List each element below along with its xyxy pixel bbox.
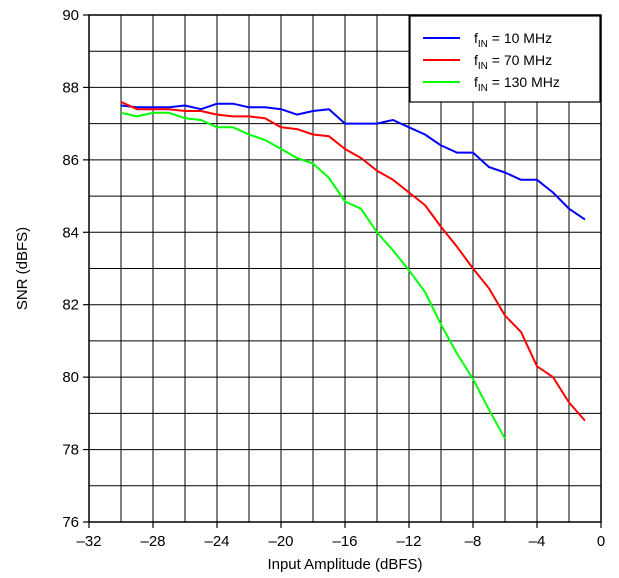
x-tick-label: –4 bbox=[529, 533, 546, 550]
y-tick-label: 86 bbox=[62, 152, 79, 169]
y-axis-title: SNR (dBFS) bbox=[14, 227, 31, 310]
y-tick-label: 78 bbox=[62, 442, 79, 459]
x-tick-label: –12 bbox=[396, 533, 421, 550]
y-tick-label: 88 bbox=[62, 79, 79, 96]
axis-ticks bbox=[83, 14, 602, 528]
x-tick-label: –20 bbox=[268, 533, 293, 550]
x-tick-label: –32 bbox=[76, 533, 101, 550]
legend-label-1: fIN = 70 MHz bbox=[474, 52, 552, 72]
grid bbox=[89, 15, 601, 522]
legend-label-2: fIN = 130 MHz bbox=[474, 74, 560, 94]
legend-label-0: fIN = 10 MHz bbox=[474, 30, 552, 50]
y-tick-label: 80 bbox=[62, 369, 79, 386]
y-tick-label: 76 bbox=[62, 514, 79, 531]
x-tick-label: –28 bbox=[140, 533, 165, 550]
tick-labels: –32 –28 –24 –20 –16 –12 –8 –4 0 76 78 80 82 84 86 88 90 bbox=[62, 7, 605, 550]
x-axis-title: Input Amplitude (dBFS) bbox=[267, 556, 422, 573]
series-line-2 bbox=[120, 111, 506, 440]
series-line-0 bbox=[120, 102, 586, 221]
x-tick-label: –16 bbox=[332, 533, 357, 550]
y-tick-label: 82 bbox=[62, 297, 79, 314]
series-line-1 bbox=[120, 100, 586, 422]
x-tick-label: 0 bbox=[597, 533, 605, 550]
series-layer bbox=[120, 100, 586, 440]
y-tick-label: 90 bbox=[62, 7, 79, 24]
y-tick-label: 84 bbox=[62, 224, 79, 241]
x-tick-label: –8 bbox=[465, 533, 482, 550]
x-tick-label: –24 bbox=[204, 533, 229, 550]
